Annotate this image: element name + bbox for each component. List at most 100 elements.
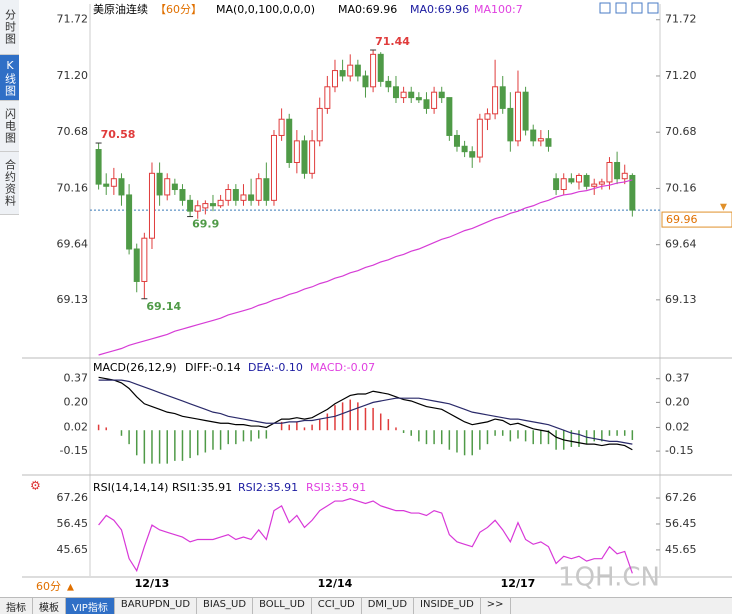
tab[interactable]: BOLL_UD [253, 598, 312, 614]
candle-body [438, 91, 445, 99]
period-button[interactable]: 60分 [36, 580, 61, 593]
candle-body [575, 174, 582, 183]
legend-entry: RSI(14,14,14) [93, 481, 168, 494]
candle-body [370, 53, 377, 88]
candle-body [202, 203, 209, 209]
tab-label: 合约资料 [3, 159, 17, 207]
legend-entry: MA0:69.96 [410, 3, 469, 16]
candle-body [339, 70, 346, 77]
tab[interactable]: 模板 [33, 598, 66, 614]
candle-body [492, 86, 499, 115]
candle-body [598, 181, 605, 185]
candle-body [278, 118, 285, 136]
sidebar-tab[interactable]: K线图 [0, 55, 19, 101]
candle-body [476, 118, 483, 158]
legend-entry: RSI1:35.91 [172, 481, 232, 494]
chart-title: 美原油连续 [93, 2, 148, 16]
y-tick-label: 0.20 [64, 395, 89, 408]
y-tick-label: 0.02 [665, 420, 690, 433]
candle-body [537, 138, 544, 142]
candle-body [103, 183, 110, 187]
legend-entry: RSI3:35.91 [306, 481, 366, 494]
period-label: 【60分】 [155, 3, 202, 16]
y-tick-label: 69.13 [665, 293, 697, 306]
period-arrow[interactable]: ▲ [67, 583, 74, 593]
candle-body [385, 80, 392, 88]
candle-body [133, 248, 140, 282]
candle-body [377, 53, 384, 82]
tab[interactable]: CCI_UD [312, 598, 362, 614]
candle-body [309, 140, 316, 174]
tab[interactable]: VIP指标 [66, 598, 115, 614]
tab-bar: 指标 模板 VIP指标 BARUPDN_UD BIAS_UD BOLL_UD CCI_UD D… [0, 597, 732, 614]
y-tick-label: 71.72 [57, 13, 89, 26]
legend-entry: DEA:-0.10 [248, 361, 303, 374]
candle-body [423, 99, 430, 109]
candle-body [95, 149, 102, 185]
annotation: 70.58 [101, 128, 136, 141]
last-price-arrow: ▼ [720, 203, 727, 213]
candle-body [583, 174, 590, 187]
toolbar-icons [599, 2, 659, 14]
candle-body [255, 178, 262, 201]
legend-entry: DIFF:-0.14 [185, 361, 241, 374]
sidebar-tab[interactable]: 分时图 [0, 0, 19, 55]
candle-body [301, 140, 308, 174]
icon[interactable] [631, 2, 643, 14]
x-tick-label: 12/14 [318, 577, 353, 590]
y-tick-label: 70.16 [57, 181, 89, 194]
last-price-box [661, 211, 732, 228]
candle-body [362, 75, 369, 88]
y-tick-label: 0.02 [64, 420, 89, 433]
legend-entry: MA(0,0,100,0,0,0) [216, 3, 315, 16]
candle-body [499, 86, 506, 109]
candle-body [614, 161, 621, 180]
candle-body [286, 118, 293, 163]
tab[interactable]: BARUPDN_UD [115, 598, 198, 614]
icon[interactable] [647, 2, 659, 14]
chart: ⚙ 美原油连续 【60分】 60分 ▲ 1QH.CN 71.72 71.72 71.… [22, 2, 732, 593]
y-tick-label: 69.13 [57, 293, 89, 306]
candle-body [209, 203, 216, 207]
candle-body [514, 91, 521, 142]
tab[interactable]: 指标 [0, 598, 33, 614]
line [98, 376, 633, 451]
candle-body [171, 183, 178, 191]
candle-body [248, 194, 255, 201]
candle-body [225, 189, 232, 201]
candle-body [179, 189, 186, 201]
icon[interactable] [599, 2, 611, 14]
y-tick-label: 69.64 [665, 238, 697, 251]
sidebar-tab[interactable]: 合约资料 [0, 152, 19, 215]
candle-body [408, 91, 415, 99]
candle-body [415, 97, 422, 101]
annotation: 71.44 [375, 35, 410, 48]
legend-entry: MA100:7 [474, 3, 523, 16]
candle-body [453, 134, 460, 147]
tab[interactable]: DMI_UD [362, 598, 415, 614]
y-tick-label: 0.20 [665, 395, 690, 408]
sidebar-tab[interactable]: 闪电图 [0, 101, 19, 152]
y-tick-label: 71.20 [665, 69, 697, 82]
candle-body [484, 113, 491, 120]
y-tick-label: 71.20 [57, 69, 89, 82]
x-tick-label: 12/13 [135, 577, 170, 590]
tab[interactable]: >> [481, 598, 511, 614]
y-tick-label: 0.37 [665, 372, 690, 385]
candle-body [156, 172, 163, 196]
candle-body [591, 183, 598, 187]
candle-body [629, 174, 636, 211]
icon[interactable] [615, 2, 627, 14]
tab[interactable]: BIAS_UD [197, 598, 254, 614]
settings-icon[interactable]: ⚙ [30, 479, 41, 493]
tab[interactable]: INSIDE_UD [414, 598, 481, 614]
candle-body [194, 205, 201, 212]
candle-body [400, 91, 407, 99]
line [98, 498, 633, 574]
legend-entry: RSI2:35.91 [238, 481, 298, 494]
y-tick-label: 45.65 [57, 543, 89, 556]
tab-label: 分时图 [3, 9, 17, 45]
candle-body [392, 86, 399, 99]
candle-body [270, 134, 277, 201]
